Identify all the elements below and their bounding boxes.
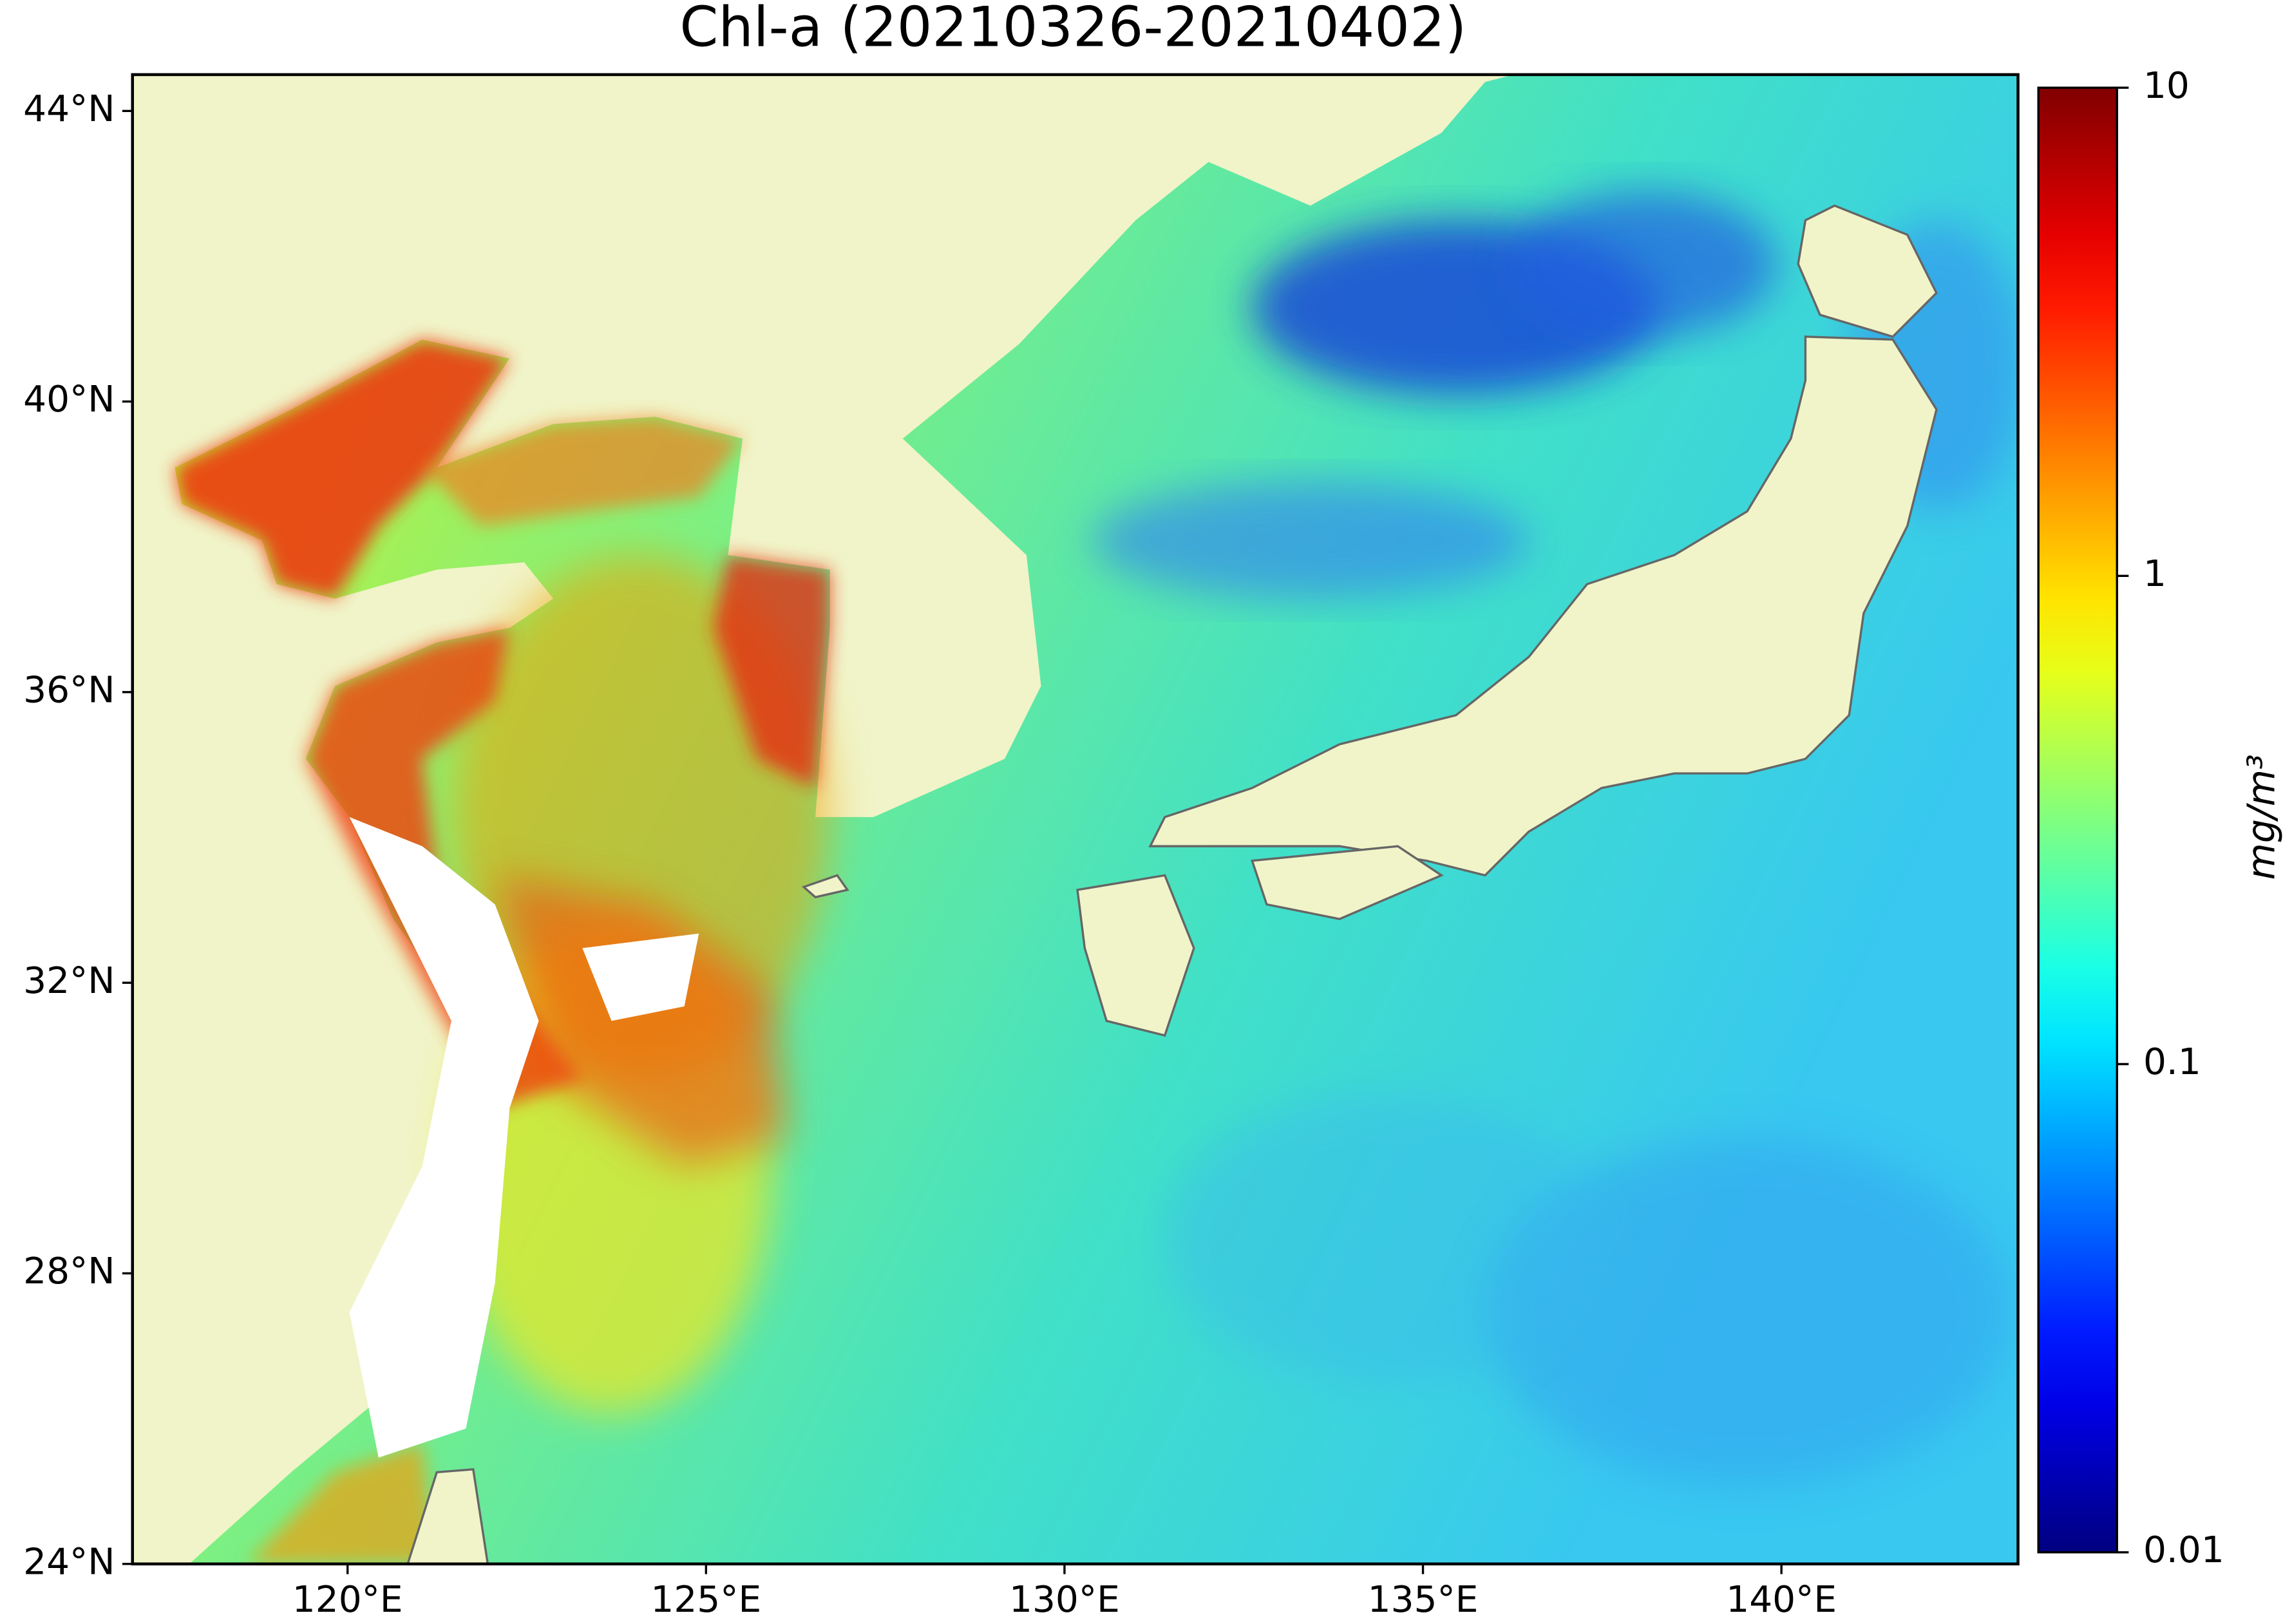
colorbar-label: mg/m³ xyxy=(2239,754,2283,880)
y-tick-label: 44°N xyxy=(23,88,115,130)
x-tick-label: 130°E xyxy=(1009,1579,1120,1621)
y-tick-label: 36°N xyxy=(23,669,115,711)
x-tick-label: 135°E xyxy=(1368,1579,1479,1621)
y-tick-label: 32°N xyxy=(23,960,115,1002)
colorbar-tick-label: 10 xyxy=(2143,65,2190,107)
map-image xyxy=(132,74,2018,1564)
x-tick-label: 140°E xyxy=(1726,1579,1837,1621)
colorbar-tick-label: 1 xyxy=(2143,553,2166,595)
x-tick-label: 125°E xyxy=(650,1579,761,1621)
title: Chl-a (20210326-20210402) xyxy=(679,0,1466,59)
y-tick-label: 28°N xyxy=(23,1251,115,1292)
colorbar-tick-label: 0.1 xyxy=(2143,1041,2201,1083)
y-tick-label: 40°N xyxy=(23,379,115,420)
y-tick-label: 24°N xyxy=(23,1541,115,1583)
x-tick-label: 120°E xyxy=(292,1579,403,1621)
islands xyxy=(406,204,1938,1564)
map-frame xyxy=(131,73,2020,1565)
chlorophyll-patches xyxy=(175,191,2018,1564)
colorbar xyxy=(2037,86,2118,1554)
colorbar-tick-label: 0.01 xyxy=(2143,1529,2224,1571)
